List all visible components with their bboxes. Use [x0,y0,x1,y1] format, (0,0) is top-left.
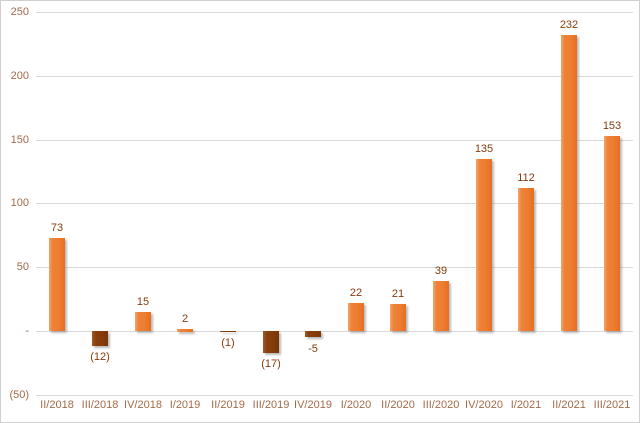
data-label: 135 [474,143,494,155]
gridline [36,331,633,332]
bar-positive [476,159,492,331]
data-label: (17) [261,358,281,370]
x-tick-label: III/2019 [252,399,290,411]
data-label: (12) [90,351,110,363]
bar-positive [177,329,193,332]
x-tick-label: I/2020 [340,399,372,411]
x-tick-label: IV/2018 [124,399,162,411]
y-tick-label: - [25,325,29,337]
bar-negative [305,331,321,337]
x-tick-label: IV/2020 [465,399,503,411]
x-tick-label: IV/2019 [294,399,332,411]
x-tick-label: III/2018 [81,399,119,411]
gridline [36,76,633,77]
x-tick-label: II/2020 [381,399,415,411]
data-label: 153 [602,120,622,132]
data-label: (1) [221,337,235,349]
bar-positive [390,304,406,331]
data-label: -5 [308,343,318,355]
bar-positive [49,238,65,331]
data-label: 112 [517,172,535,184]
data-label: 22 [349,287,363,299]
bar-negative [92,331,108,346]
y-tick-label: 150 [10,134,29,146]
bar-negative [263,331,279,353]
bar-positive [348,303,364,331]
x-tick-label: II/2021 [552,399,586,411]
y-tick-label: 50 [16,261,29,273]
data-label: 15 [136,296,150,308]
data-label: 73 [50,222,64,234]
x-tick-label: I/2019 [169,399,201,411]
gridline [36,12,633,13]
y-tick-label: 200 [10,70,29,82]
x-tick-label: II/2018 [40,399,74,411]
bar-positive [561,35,577,331]
x-tick-label: III/2021 [593,399,631,411]
data-label: 21 [391,288,405,300]
bar-positive [135,312,151,331]
x-tick-label: III/2020 [422,399,460,411]
bar-positive [604,136,620,331]
gridline [36,140,633,141]
gridline [36,267,633,268]
y-tick-label: 250 [10,6,29,18]
data-label: 232 [559,19,579,31]
data-label: 2 [181,313,189,325]
x-tick-label: II/2019 [211,399,245,411]
gridline [36,203,633,204]
gridline [36,395,633,396]
x-tick-label: I/2021 [510,399,542,411]
bar-positive [518,188,534,331]
y-tick-label: (50) [9,389,29,401]
bar-positive [433,281,449,331]
bar-negative [220,331,236,332]
data-label: 39 [434,265,448,277]
y-tick-label: 100 [10,197,29,209]
